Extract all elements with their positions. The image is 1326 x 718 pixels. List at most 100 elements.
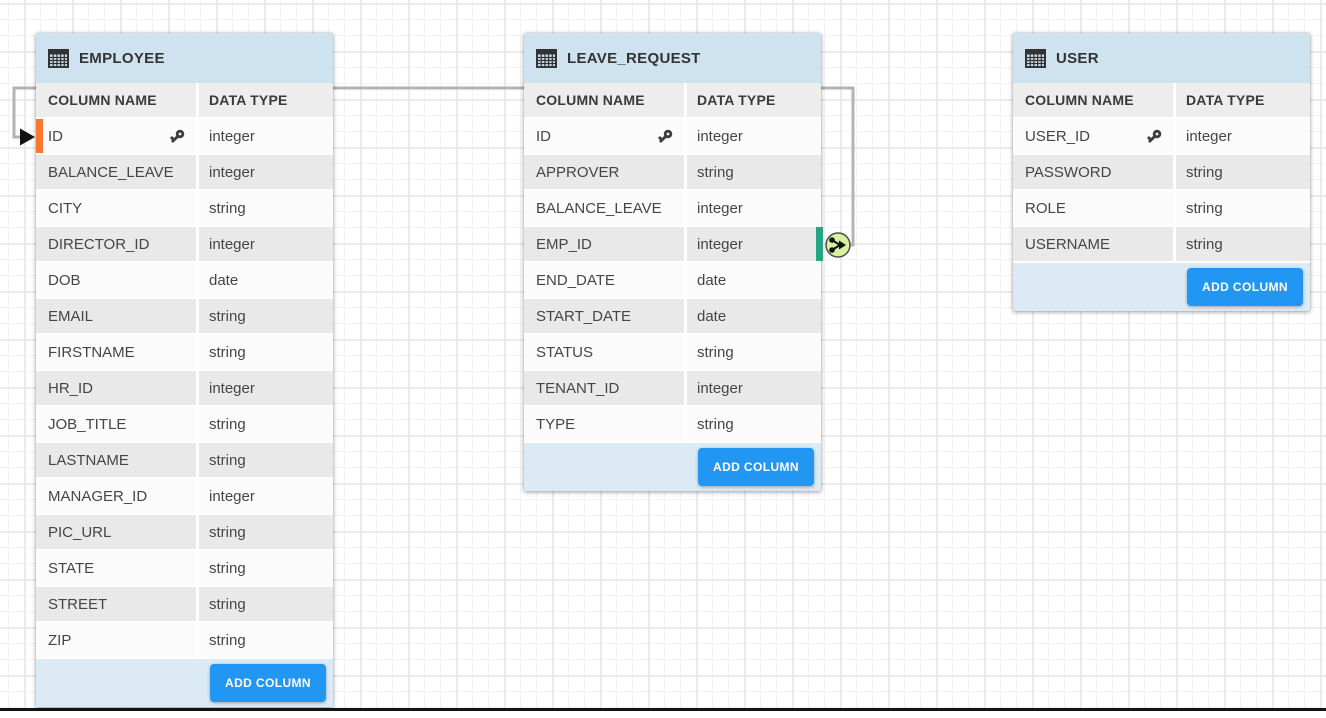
column-name-cell: START_DATE: [524, 299, 684, 333]
data-type-cell: integer: [199, 479, 333, 513]
table-row-tenant_id[interactable]: TENANT_ID integer: [524, 371, 821, 407]
column-name-cell: END_DATE: [524, 263, 684, 297]
column-name-cell: LASTNAME: [36, 443, 196, 477]
column-name-text: USER_ID: [1025, 127, 1091, 145]
column-name-text: STATE: [48, 559, 95, 577]
table-title: EMPLOYEE: [79, 49, 165, 67]
data-type-cell: string: [199, 335, 333, 369]
table-card-footer: ADD COLUMN: [524, 443, 821, 491]
column-name-cell: DOB: [36, 263, 196, 297]
table-row-password[interactable]: PASSWORD string: [1013, 155, 1310, 191]
table-row-hr_id[interactable]: HR_ID integer: [36, 371, 333, 407]
data-type-cell: integer: [687, 371, 821, 405]
column-name-text: HR_ID: [48, 379, 94, 397]
data-type-cell: string: [199, 515, 333, 549]
table-row-type[interactable]: TYPE string: [524, 407, 821, 443]
column-name-text: APPROVER: [536, 163, 620, 181]
table-row-username[interactable]: USERNAME string: [1013, 227, 1310, 263]
data-type-cell: string: [199, 623, 333, 657]
column-name-cell: TENANT_ID: [524, 371, 684, 405]
table-row-dob[interactable]: DOB date: [36, 263, 333, 299]
data-type-cell: date: [687, 263, 821, 297]
table-row-email[interactable]: EMAIL string: [36, 299, 333, 335]
column-name-cell: BALANCE_LEAVE: [524, 191, 684, 225]
column-name-cell: TYPE: [524, 407, 684, 441]
relationship-node-icon[interactable]: [825, 232, 851, 258]
table-row-approver[interactable]: APPROVER string: [524, 155, 821, 191]
column-name-cell: ROLE: [1013, 191, 1173, 225]
column-name-text: BALANCE_LEAVE: [48, 163, 174, 181]
table-card-employee[interactable]: EMPLOYEE COLUMN NAME DATA TYPE ID integer BAL…: [36, 33, 333, 707]
table-row-end_date[interactable]: END_DATE date: [524, 263, 821, 299]
column-name-text: DIRECTOR_ID: [48, 235, 150, 253]
table-row-state[interactable]: STATE string: [36, 551, 333, 587]
column-name-text: DOB: [48, 271, 81, 289]
column-name-text: ID: [48, 127, 63, 145]
table-row-lastname[interactable]: LASTNAME string: [36, 443, 333, 479]
add-column-button[interactable]: ADD COLUMN: [698, 448, 814, 486]
column-name-text: EMP_ID: [536, 235, 592, 253]
data-type-cell: string: [199, 551, 333, 585]
data-type-cell: integer: [199, 155, 333, 189]
column-name-text: TENANT_ID: [536, 379, 620, 397]
table-row-manager_id[interactable]: MANAGER_ID integer: [36, 479, 333, 515]
column-name-cell: PASSWORD: [1013, 155, 1173, 189]
table-row-emp_id[interactable]: EMP_ID integer: [524, 227, 823, 263]
data-type-cell: date: [687, 299, 821, 333]
table-row-start_date[interactable]: START_DATE date: [524, 299, 821, 335]
table-row-job_title[interactable]: JOB_TITLE string: [36, 407, 333, 443]
table-row-status[interactable]: STATUS string: [524, 335, 821, 371]
column-name-text: ID: [536, 127, 551, 145]
data-type-cell: string: [199, 407, 333, 441]
column-name-text: PASSWORD: [1025, 163, 1112, 181]
column-name-cell: BALANCE_LEAVE: [36, 155, 196, 189]
column-name-header: COLUMN NAME: [36, 83, 196, 117]
column-name-text: TYPE: [536, 415, 576, 433]
table-card-user[interactable]: USER COLUMN NAME DATA TYPE USER_ID integer PA…: [1013, 33, 1310, 311]
column-name-text: CITY: [48, 199, 83, 217]
column-name-cell: STREET: [36, 587, 196, 621]
table-row-role[interactable]: ROLE string: [1013, 191, 1310, 227]
table-card-header[interactable]: USER: [1013, 33, 1310, 83]
table-card-leave_request[interactable]: LEAVE_REQUEST COLUMN NAME DATA TYPE ID integ…: [524, 33, 823, 491]
table-grid-icon: [48, 48, 69, 68]
table-card-header[interactable]: LEAVE_REQUEST: [524, 33, 821, 83]
column-name-text: MANAGER_ID: [48, 487, 148, 505]
primary-key-icon: [657, 128, 674, 145]
table-row-user_id[interactable]: USER_ID integer: [1013, 119, 1310, 155]
table-row-pic_url[interactable]: PIC_URL string: [36, 515, 333, 551]
table-row-id[interactable]: ID integer: [524, 119, 821, 155]
column-name-header: COLUMN NAME: [1013, 83, 1173, 117]
data-type-cell: string: [199, 443, 333, 477]
table-row-director_id[interactable]: DIRECTOR_ID integer: [36, 227, 333, 263]
column-name-cell: USERNAME: [1013, 227, 1173, 261]
add-column-button[interactable]: ADD COLUMN: [1187, 268, 1303, 306]
table-row-firstname[interactable]: FIRSTNAME string: [36, 335, 333, 371]
column-name-text: START_DATE: [536, 307, 632, 325]
column-name-cell: STATUS: [524, 335, 684, 369]
column-headers-row: COLUMN NAME DATA TYPE: [1013, 83, 1310, 119]
data-type-cell: integer: [687, 119, 821, 153]
column-name-cell: DIRECTOR_ID: [36, 227, 196, 261]
data-type-cell: integer: [687, 191, 821, 225]
table-row-city[interactable]: CITY string: [36, 191, 333, 227]
column-headers-row: COLUMN NAME DATA TYPE: [36, 83, 333, 119]
column-name-cell: USER_ID: [1013, 119, 1173, 153]
column-name-cell: PIC_URL: [36, 515, 196, 549]
column-name-text: END_DATE: [536, 271, 615, 289]
column-name-text: EMAIL: [48, 307, 94, 325]
data-type-cell: string: [687, 335, 821, 369]
column-name-text: BALANCE_LEAVE: [536, 199, 662, 217]
table-row-balance_leave[interactable]: BALANCE_LEAVE integer: [524, 191, 821, 227]
column-name-text: PIC_URL: [48, 523, 112, 541]
table-row-zip[interactable]: ZIP string: [36, 623, 333, 659]
add-column-button[interactable]: ADD COLUMN: [210, 664, 326, 702]
table-card-header[interactable]: EMPLOYEE: [36, 33, 333, 83]
table-row-id[interactable]: ID integer: [36, 119, 333, 155]
table-row-street[interactable]: STREET string: [36, 587, 333, 623]
table-row-balance_leave[interactable]: BALANCE_LEAVE integer: [36, 155, 333, 191]
column-name-text: USERNAME: [1025, 235, 1111, 253]
table-grid-icon: [1025, 48, 1046, 68]
